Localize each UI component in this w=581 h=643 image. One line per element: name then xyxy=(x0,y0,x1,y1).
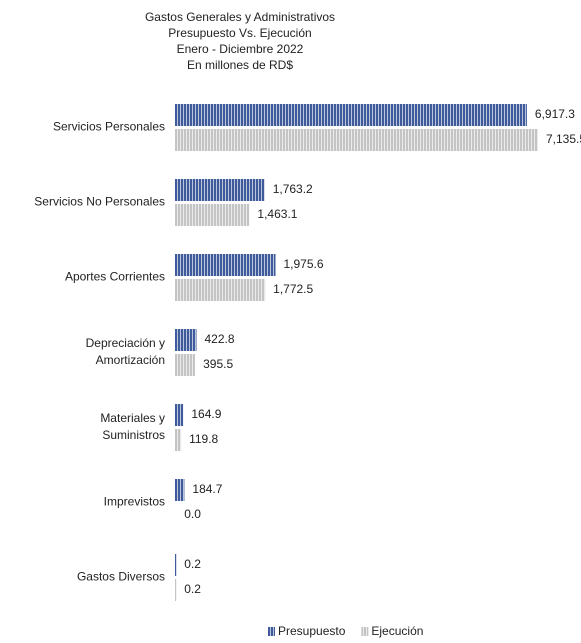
value-label: 1,463.1 xyxy=(257,207,297,221)
category-label: Imprevistos xyxy=(103,494,165,509)
chart-title: Gastos Generales y Administrativos xyxy=(145,10,335,24)
bar xyxy=(175,104,527,126)
value-label: 0.2 xyxy=(184,557,201,571)
value-label: 1,975.6 xyxy=(284,257,324,271)
bar xyxy=(175,179,265,201)
legend-swatch xyxy=(361,627,369,636)
legend-label: Ejecución xyxy=(371,624,423,638)
value-label: 422.8 xyxy=(205,332,235,346)
legend-swatch xyxy=(268,627,275,636)
category-label: Depreciación y Amortización xyxy=(85,336,165,367)
category-label: Materiales y Suministros xyxy=(100,411,165,442)
bar xyxy=(175,329,197,351)
bar xyxy=(175,279,266,301)
value-label: 1,763.2 xyxy=(273,182,313,196)
bar xyxy=(175,429,182,451)
value-label: 1,772.5 xyxy=(273,282,313,296)
bar xyxy=(175,579,177,601)
subtitle: Presupuesto Vs. Ejecución xyxy=(168,26,311,40)
bar xyxy=(175,479,185,501)
value-label: 7,135.5 xyxy=(546,132,581,146)
legend-label: Presupuesto xyxy=(278,624,346,638)
value-label: 395.5 xyxy=(203,357,233,371)
subtitle: Enero - Diciembre 2022 xyxy=(177,42,304,56)
subtitle: En millones de RD$ xyxy=(187,58,293,72)
category-label: Gastos Diversos xyxy=(76,569,165,584)
category-label: Aportes Corrientes xyxy=(64,269,165,284)
value-label: 0.2 xyxy=(184,582,201,596)
bar xyxy=(175,129,538,151)
value-label: 184.7 xyxy=(192,482,222,496)
bar xyxy=(175,204,250,226)
value-label: 6,917.3 xyxy=(535,107,575,121)
bar xyxy=(175,404,184,426)
bar xyxy=(175,554,177,576)
bar xyxy=(175,354,196,376)
category-label: Servicios No Personales xyxy=(34,194,165,209)
value-label: 119.8 xyxy=(189,432,218,446)
value-label: 0.0 xyxy=(184,507,201,521)
category-label: Servicios Personales xyxy=(52,119,165,134)
value-label: 164.9 xyxy=(191,407,221,421)
bar xyxy=(175,254,276,276)
